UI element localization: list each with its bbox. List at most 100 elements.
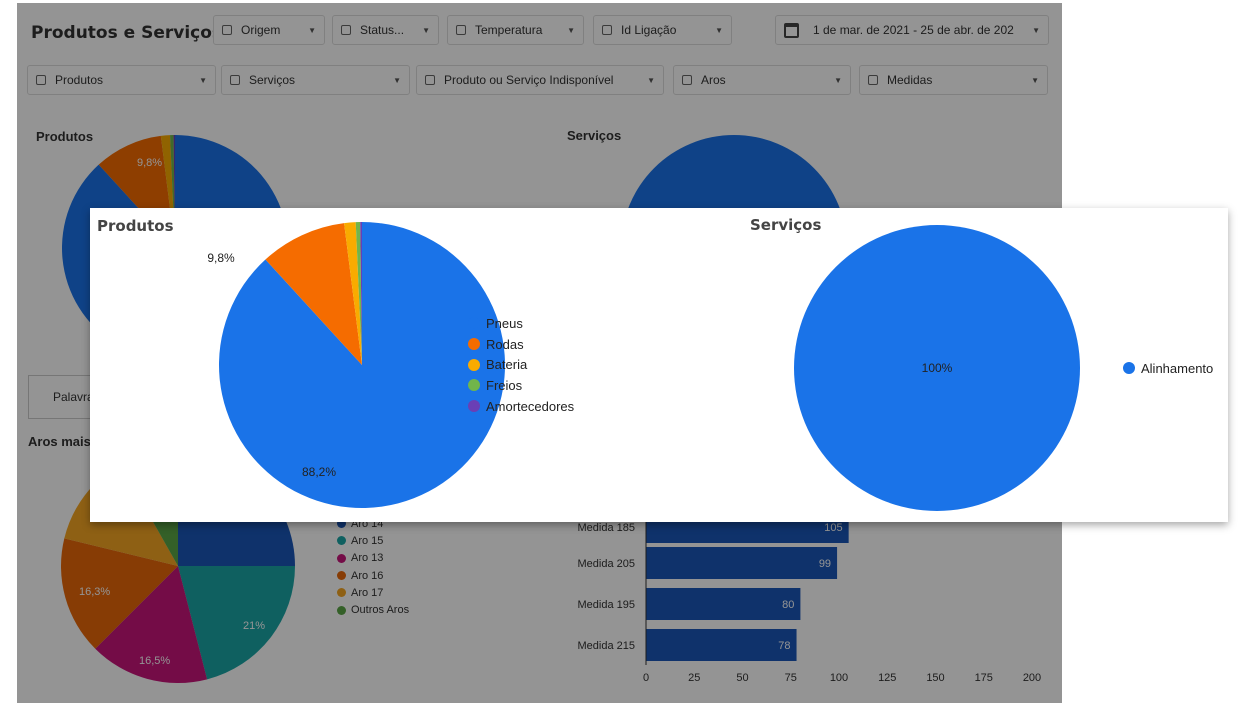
filter-icon: [602, 25, 612, 35]
aros-pie-slice-aro-13: [95, 566, 208, 683]
page-title: Produtos e Serviços: [31, 23, 223, 43]
legend-item: Outros Aros: [337, 601, 409, 618]
legend-label: Bateria: [486, 357, 528, 373]
bar: [646, 629, 797, 661]
charts-card: Produtos Serviços 88,2% 9,8% Pneus Rodas…: [90, 208, 1228, 522]
filter-label: Id Ligação: [621, 23, 677, 37]
calendar-icon: [784, 22, 799, 38]
filter-id-ligacao[interactable]: Id Ligação ▼: [593, 15, 732, 45]
aros-pie-slice-aro-15: [178, 566, 295, 680]
legend-dot: [1123, 362, 1135, 375]
filter-produtos[interactable]: Produtos ▼: [27, 65, 216, 95]
legend-item: Aro 15: [337, 532, 409, 549]
legend-label: Freios: [486, 377, 523, 393]
pie-slice-bateria: [344, 222, 362, 365]
legend-dot: [337, 536, 346, 546]
pie-slice-label: 9,8%: [207, 251, 235, 265]
legend-dot: [468, 379, 480, 392]
filter-aros[interactable]: Aros ▼: [673, 65, 851, 95]
bar-category-label: Medida 205: [578, 558, 636, 570]
x-tick-label: 150: [926, 672, 944, 684]
produtos-title: Produtos: [97, 217, 174, 235]
legend-item-pneus[interactable]: Pneus: [468, 313, 574, 334]
chevron-down-icon: ▼: [393, 75, 401, 85]
legend-item-rodas[interactable]: Rodas: [468, 334, 574, 355]
filter-icon: [425, 75, 435, 85]
aros-title: Aros mais: [28, 434, 91, 449]
produtos-legend: Pneus Rodas Bateria Freios Amortecedores: [468, 313, 574, 416]
filter-servicos[interactable]: Serviços ▼: [221, 65, 410, 95]
legend-dot: [468, 317, 480, 330]
legend-item-amortecedores[interactable]: Amortecedores: [468, 396, 574, 417]
pie-slice-label: 100%: [922, 361, 953, 375]
filter-label: Temperatura: [475, 23, 543, 37]
pie-slice-rodas: [265, 223, 362, 365]
bar-value-label: 105: [824, 522, 842, 534]
filter-label: Produtos: [55, 73, 104, 87]
aros-slice-label: 16,5%: [139, 655, 170, 667]
filter-medidas[interactable]: Medidas ▼: [859, 65, 1048, 95]
x-tick-label: 75: [785, 672, 797, 684]
aros-pie-slice-aro-16: [60, 538, 179, 649]
bar-value-label: 80: [782, 599, 794, 611]
pie-slice-alinhamento: [794, 225, 1080, 511]
filter-indisponivel[interactable]: Produto ou Serviço Indisponível ▼: [416, 65, 664, 95]
legend-dot: [337, 519, 346, 529]
servicos-legend: Alinhamento: [1123, 358, 1213, 379]
x-tick-label: 125: [878, 672, 896, 684]
x-tick-label: 200: [1023, 672, 1041, 684]
filter-label: Serviços: [249, 73, 296, 87]
x-tick-label: 25: [688, 672, 700, 684]
filter-origem[interactable]: Origem ▼: [213, 15, 325, 45]
legend-item-freios[interactable]: Freios: [468, 375, 574, 396]
filter-label: Medidas: [887, 73, 933, 87]
bg-servicos-title: Serviços: [567, 128, 622, 143]
chevron-down-icon: ▼: [567, 25, 575, 35]
legend-dot: [468, 400, 480, 413]
chevron-down-icon: ▼: [834, 75, 842, 85]
bar: [646, 547, 838, 579]
date-range-picker[interactable]: 1 de mar. de 2021 - 25 de abr. de 202 ▼: [775, 15, 1049, 45]
x-tick-label: 50: [736, 672, 748, 684]
filter-icon: [456, 25, 466, 35]
chevron-down-icon: ▼: [647, 75, 655, 85]
chevron-down-icon: ▼: [199, 75, 207, 85]
pie-slice-amortecedores: [360, 222, 362, 365]
filter-icon: [682, 75, 692, 85]
x-tick-label: 0: [643, 672, 649, 684]
servicos-title: Serviços: [750, 216, 822, 234]
bar-value-label: 78: [778, 640, 790, 652]
legend-dot: [468, 358, 480, 371]
servicos-pie-chart: 100%: [794, 225, 1080, 511]
filter-icon: [868, 75, 878, 85]
legend-item-bateria[interactable]: Bateria: [468, 354, 574, 375]
bar-category-label: Medida 195: [578, 599, 636, 611]
filter-status[interactable]: Status... ▼: [332, 15, 439, 45]
aros-slice-label: 21%: [243, 620, 265, 632]
medidas-bar-chart: 105 Medida 185 99 Medida 205 80 Medida 195 78 M…: [578, 503, 1041, 684]
legend-item: Aro 16: [337, 567, 409, 584]
bg-produtos-title: Produtos: [36, 129, 94, 144]
pie-slice-freios: [355, 222, 362, 365]
filter-icon: [222, 25, 232, 35]
legend-label: Aro 17: [351, 586, 384, 599]
legend-label: Alinhamento: [1141, 360, 1214, 376]
legend-dot: [468, 338, 480, 351]
pie-slice-label: 88,2%: [302, 465, 336, 479]
filter-temperatura[interactable]: Temperatura ▼: [447, 15, 584, 45]
filter-label: Status...: [360, 23, 405, 37]
produtos-pie-chart: 88,2% 9,8%: [207, 222, 505, 508]
filter-icon: [36, 75, 46, 85]
chevron-down-icon: ▼: [715, 25, 723, 35]
chevron-down-icon: ▼: [308, 25, 316, 35]
legend-item: Aro 13: [337, 550, 409, 567]
filter-label: Produto ou Serviço Indisponível: [444, 73, 614, 87]
legend-label: Pneus: [486, 315, 523, 331]
bar-category-label: Medida 185: [578, 522, 636, 534]
bar-value-label: 99: [819, 558, 831, 570]
palavra-label: Palavra: [53, 390, 94, 404]
filter-icon: [341, 25, 351, 35]
bg-produtos-slice-label: 9,8%: [137, 157, 162, 169]
legend-item-alinhamento[interactable]: Alinhamento: [1123, 358, 1213, 379]
bar: [646, 588, 801, 620]
